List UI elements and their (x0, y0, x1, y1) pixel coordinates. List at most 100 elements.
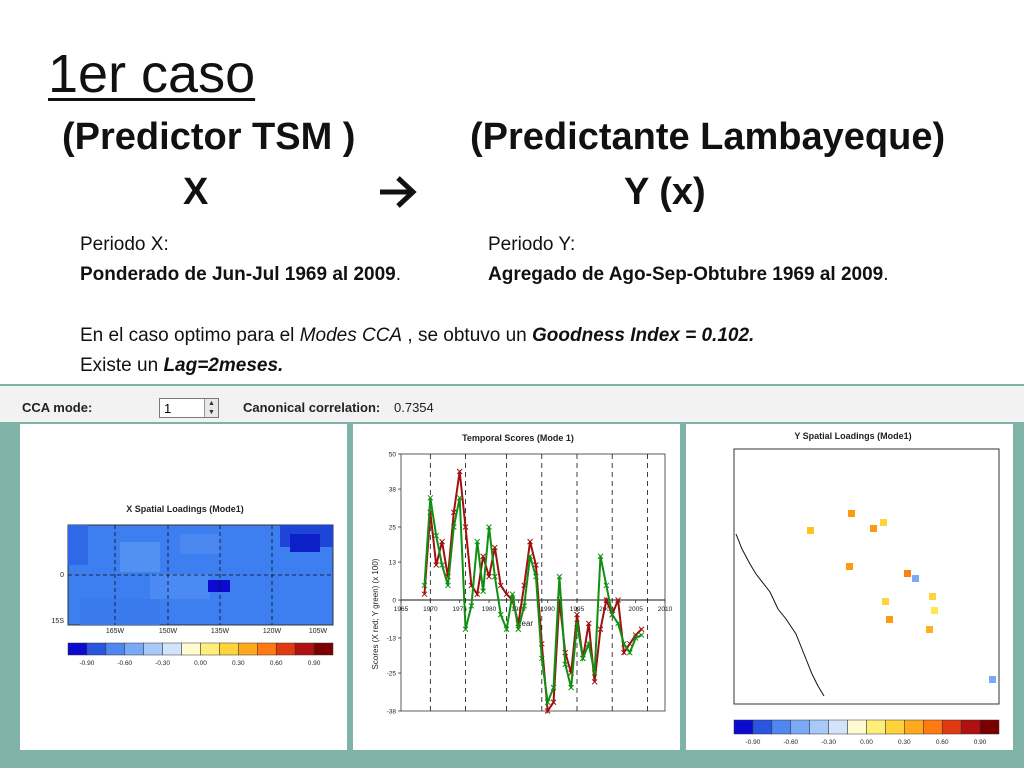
x-colorbar-cell (313, 642, 334, 656)
x-variable-label: X (183, 171, 209, 213)
lon-label-135w: 135W (211, 628, 230, 635)
periodo-x-dot: . (395, 264, 402, 285)
chart-frame (400, 453, 666, 712)
y-tick-label: -13 (387, 635, 397, 642)
periodo-y-text: Agregado de Ago-Sep-Obtubre 1969 al 2009 (488, 264, 884, 285)
x-colorbar-cell (238, 642, 258, 656)
y-score-series-point (486, 524, 492, 530)
cca-mode-value[interactable]: 1 (164, 401, 172, 416)
x-tick-label: 2010 (658, 606, 673, 613)
y-score-series-point (603, 582, 610, 589)
y-score-series-point (433, 532, 440, 539)
x-score-series-point (638, 626, 645, 633)
x-colorbar-cell (219, 642, 239, 656)
y-score-series-point (421, 582, 428, 589)
x-tick-label: 1975 (452, 606, 467, 613)
x-score-series-point (503, 591, 510, 598)
canonical-correlation-value: 0.7354 (394, 400, 434, 415)
y-score-series-point (427, 494, 434, 501)
y-variable-label: Y (x) (624, 171, 706, 213)
y-score-series-point (550, 684, 557, 691)
lon-label-150w: 150W (159, 628, 178, 635)
x-colorbar-tick: 0.90 (308, 660, 321, 667)
y-colorbar-tick: 0.30 (898, 739, 911, 746)
x-colorbar-cell (124, 642, 144, 656)
y-colorbar-tick: -0.30 (821, 739, 836, 746)
x-score-series-line (423, 471, 643, 714)
x-colorbar-cell (181, 642, 201, 656)
x-colorbar-tick: 0.00 (194, 660, 207, 667)
lat-label-15s: 15S (52, 618, 65, 625)
periodo-y-label: Periodo Y: (488, 234, 576, 255)
spin-up-icon[interactable]: ▲ (208, 400, 215, 407)
x-score-series-point (486, 573, 492, 580)
cca-mode-spinner[interactable]: 1 ▲ ▼ (159, 398, 219, 418)
x-colorbar-cell (257, 642, 277, 656)
y-tick-label: -38 (387, 709, 397, 716)
x-tick-label: 2000 (599, 606, 614, 613)
y-colorbar-cell (809, 719, 829, 735)
y-score-series-point (621, 640, 627, 647)
y-colorbar-tick: 0.90 (974, 739, 987, 746)
x-tick-label: 1970 (423, 606, 438, 613)
slide-title: 1er caso (48, 44, 256, 104)
spinner-buttons[interactable]: ▲ ▼ (204, 399, 218, 417)
y-colorbar-cell (828, 719, 848, 735)
y-colorbar-cell (790, 719, 810, 735)
y-score-series-point (562, 661, 569, 668)
periodo-y-dot: . (883, 264, 889, 285)
y-score-series-point (580, 655, 586, 662)
y-score-series-point (538, 655, 545, 662)
x-score-series-point (533, 562, 539, 568)
y-colorbar-cell (941, 719, 962, 735)
y-colorbar-cell (866, 719, 886, 735)
x-colorbar-tick: -0.60 (117, 660, 132, 667)
x-score-series-point (474, 591, 481, 598)
y-score-series-point (568, 684, 574, 691)
y-score-series-point (439, 562, 445, 568)
y-score-series-point (615, 620, 621, 627)
x-colorbar-tick: 0.30 (232, 660, 245, 667)
x-colorbar-cell (143, 642, 163, 656)
lon-label-120w: 120W (263, 628, 282, 635)
y-score-series-point (574, 620, 580, 627)
lag-line: Existe un Lag=2meses. (80, 354, 283, 378)
x-score-series-point (615, 597, 621, 603)
x-colorbar-tick: -0.30 (155, 660, 170, 667)
y-score-series-point (497, 611, 504, 618)
y-score-series-point (556, 573, 563, 580)
y-colorbar-cell (733, 719, 754, 735)
y-colorbar-cell (771, 719, 792, 735)
chart-axes: 50 38 25 13 0 -13 -25 -38 1965 1970 1975 1980 1985 19… (387, 452, 673, 716)
y-map-title: Y Spatial Loadings (Mode1) (794, 431, 911, 441)
x-tick-label: 1995 (570, 606, 585, 613)
y-score-series-point (632, 635, 639, 641)
x-score-series-point (591, 678, 598, 685)
y-colorbar-cell (847, 719, 867, 735)
x-score-series-point (585, 620, 592, 627)
x-colorbar-cell (275, 642, 296, 656)
y-colorbar-tick: -0.60 (783, 739, 798, 746)
y-tick-label: 38 (389, 487, 397, 494)
x-colorbar-cell (105, 642, 126, 656)
y-colorbar-cell (979, 719, 1000, 735)
x-tick-label: 1990 (540, 606, 555, 613)
right-arrow-icon (378, 172, 418, 212)
y-tick-label: 25 (389, 525, 397, 532)
temporal-scores-panel: Temporal Scores (Mode 1) Scores (X red; … (353, 424, 680, 750)
spin-down-icon[interactable]: ▼ (208, 409, 215, 416)
chart-series (421, 468, 645, 714)
periodo-y-description: Agregado de Ago-Sep-Obtubre 1969 al 2009… (488, 263, 889, 287)
y-spatial-map: Y Spatial Loadings (Mode1) -0.90 -0.60 -0.… (733, 431, 1000, 746)
x-colorbar-tick: 0.60 (270, 660, 283, 667)
x-score-series-point (626, 640, 633, 647)
y-tick-label: -25 (387, 671, 397, 678)
chart-xlabel: Year (517, 619, 534, 628)
y-score-series-point (597, 553, 604, 560)
y-score-series-point (445, 582, 451, 589)
lon-label-105w: 105W (309, 628, 328, 635)
x-tick-label: 2005 (628, 606, 643, 613)
x-spatial-loadings-panel: X Spatial Loadings (Mode1) 0 15S 165W 15… (20, 424, 347, 750)
y-colorbar-cell (752, 719, 773, 735)
cca-text-b: , se obtuvo un (402, 325, 533, 346)
